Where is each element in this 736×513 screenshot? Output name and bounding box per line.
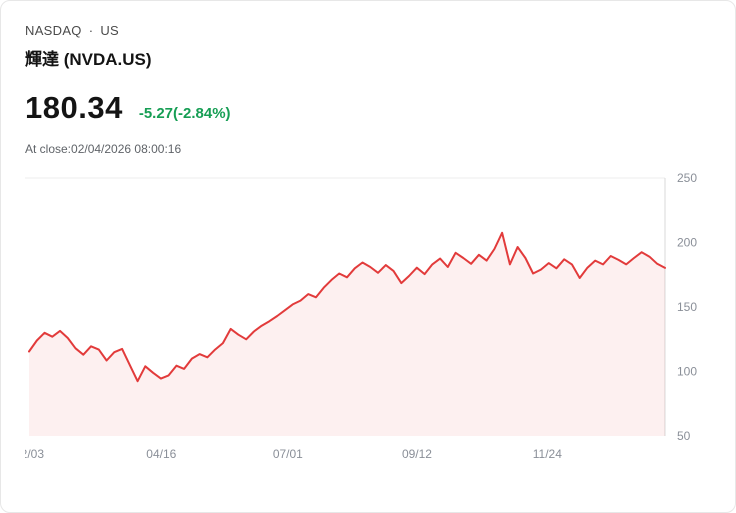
x-axis-label: 02/03 xyxy=(25,447,44,461)
y-axis-label: 50 xyxy=(677,429,691,443)
x-axis-label: 09/12 xyxy=(402,447,432,461)
exchange-name: NASDAQ xyxy=(25,23,82,38)
x-axis-label: 07/01 xyxy=(273,447,303,461)
exchange-separator-dot: · xyxy=(88,23,94,38)
price-change: -5.27(-2.84%) xyxy=(138,105,231,122)
x-axis-label: 04/16 xyxy=(146,447,176,461)
exchange-region: US xyxy=(100,23,120,38)
price-line xyxy=(28,231,666,383)
area-fill xyxy=(29,232,665,436)
y-axis-label: 200 xyxy=(677,236,697,250)
price-chart-canvas[interactable]: 250 200 150 100 50 02/03 04/16 07/01 09/12 11/24 xyxy=(14,170,713,470)
y-axis-label: 150 xyxy=(677,300,697,314)
exchange-info: NASDAQ · US xyxy=(25,23,711,38)
quote-timestamp: At close:02/04/2026 08:00:16 xyxy=(25,142,182,156)
y-axis-label: 100 xyxy=(677,365,697,379)
stock-name: 輝達 (NVDA.US) xyxy=(25,50,152,69)
y-axis-label: 250 xyxy=(677,171,697,185)
price-row: 180.34 -5.27(-2.84%) xyxy=(25,90,711,126)
current-price: 180.34 xyxy=(25,90,123,125)
price-chart[interactable]: 250 200 150 100 50 02/03 04/16 07/01 09/12 11/24 xyxy=(14,170,713,470)
x-axis-label: 11/24 xyxy=(533,447,562,461)
